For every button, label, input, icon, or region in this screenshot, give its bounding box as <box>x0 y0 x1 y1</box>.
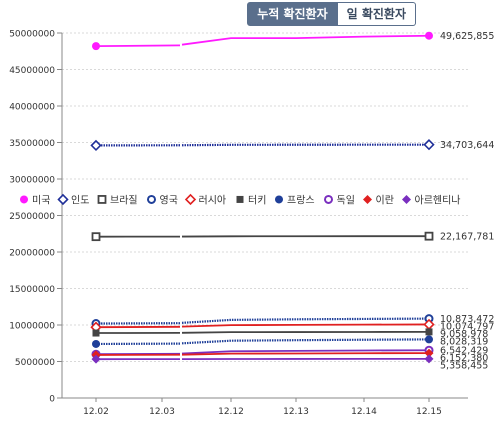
legend-item-9: 아르헨티나 <box>402 194 461 206</box>
data-label: 6,152,380 <box>440 353 488 364</box>
legend-label: 터키 <box>248 194 266 206</box>
legend-label: 이란 <box>376 194 394 206</box>
tab-daily-cases[interactable]: 일 확진환자 <box>337 2 416 26</box>
y-tick-label: 10000000 <box>9 322 55 332</box>
legend-item-6: 프랑스 <box>275 194 315 206</box>
data-point-start <box>92 329 100 337</box>
x-tick-label: 12.15 <box>416 407 442 417</box>
data-label: 10,074,797 <box>440 322 494 333</box>
y-tick-label: 50000000 <box>9 30 55 40</box>
legend-label: 인도 <box>71 194 89 206</box>
data-point-end <box>425 31 433 40</box>
series-line-segment <box>95 44 181 48</box>
legend-marker <box>184 193 197 206</box>
legend-item-7: 독일 <box>324 194 355 206</box>
series-line-segment <box>181 349 430 355</box>
series-2: 22,167,781 <box>91 231 494 243</box>
y-tick-label: 20000000 <box>9 249 55 259</box>
data-label: 9,058,978 <box>440 329 488 340</box>
legend-item-8: 이란 <box>363 194 394 206</box>
data-label: 22,167,781 <box>440 232 494 243</box>
series-line-segment <box>181 143 430 147</box>
legend-marker <box>97 195 107 204</box>
legend-label: 러시아 <box>199 194 227 206</box>
series-line-segment <box>181 352 430 356</box>
series-1: 34,703,644 <box>90 139 494 152</box>
grid-lines <box>62 32 468 399</box>
data-label: 10,873,472 <box>440 314 494 325</box>
data-point-end <box>424 354 434 364</box>
legend-item-2: 브라질 <box>97 194 138 206</box>
y-tick-label: 25000000 <box>9 212 55 222</box>
series-lines: 49,625,855 34,703,644 22,167,781 10,873,472… <box>90 31 494 372</box>
legend-label: 영국 <box>160 194 178 206</box>
x-axis: 12.02 12.03 12.12 12.13 12.14 12.15 <box>62 397 468 417</box>
legend-label: 프랑스 <box>287 194 315 206</box>
series-4: 10,074,797 <box>90 318 494 333</box>
data-point-start <box>91 232 101 242</box>
y-tick-label: 15000000 <box>9 285 55 295</box>
legend-item-3: 영국 <box>147 194 178 206</box>
data-point-start <box>92 42 100 51</box>
data-point-start <box>90 139 102 152</box>
y-tick-label: 40000000 <box>9 103 55 113</box>
x-tick-label: 12.03 <box>149 407 175 417</box>
legend-label: 미국 <box>32 194 50 206</box>
legend-marker <box>20 195 28 204</box>
x-tick-label: 12.12 <box>218 407 244 417</box>
y-axis: 0 5000000 10000000 15000000 20000000 25000000… <box>9 30 63 405</box>
legend-marker <box>275 195 283 204</box>
series-line-segment <box>181 330 430 334</box>
y-tick-label: 0 <box>49 395 55 405</box>
legend-marker <box>363 194 372 204</box>
series-line-segment <box>181 323 430 328</box>
series-6: 8,028,319 <box>92 335 488 348</box>
data-point-start <box>92 339 100 348</box>
data-point-end <box>423 139 435 151</box>
x-tick-label: 12.02 <box>83 407 109 417</box>
legend-label: 독일 <box>337 194 355 206</box>
data-point-start <box>91 354 101 364</box>
y-tick-label: 45000000 <box>9 66 55 76</box>
y-tick-label: 35000000 <box>9 139 55 149</box>
series-9: 5,358,455 <box>91 354 488 372</box>
legend-item-4: 러시아 <box>184 193 227 206</box>
data-label: 8,028,319 <box>440 337 488 348</box>
data-point-end <box>424 348 434 358</box>
data-label: 34,703,644 <box>440 140 494 151</box>
legend-marker <box>402 194 411 204</box>
legend-item-1: 인도 <box>57 193 89 206</box>
data-point-end <box>424 231 434 241</box>
x-tick-label: 12.14 <box>351 407 377 417</box>
data-label: 6,542,429 <box>440 346 488 357</box>
data-point-end <box>425 335 433 344</box>
legend: 미국 인도 브라질 영국 러시아 터키 프랑스 독일 이란 아르헨티나 <box>20 193 461 206</box>
data-label: 5,358,455 <box>440 361 488 372</box>
data-point-end <box>425 328 433 336</box>
tab-bar: 누적 확진환자 일 확진환자 <box>247 2 416 26</box>
y-tick-label: 5000000 <box>15 358 55 368</box>
legend-item-0: 미국 <box>20 194 50 206</box>
legend-marker <box>236 195 244 203</box>
x-tick-label: 12.13 <box>283 407 309 417</box>
legend-marker <box>324 194 333 204</box>
legend-item-5: 터키 <box>236 194 266 206</box>
series-line-segment <box>181 317 430 324</box>
legend-label: 아르헨티나 <box>415 194 461 206</box>
series-line-segment <box>181 338 430 345</box>
series-line-segment <box>181 34 430 46</box>
legend-marker <box>147 194 156 204</box>
series-0: 49,625,855 <box>92 31 494 51</box>
legend-label: 브라질 <box>110 194 138 206</box>
data-label: 49,625,855 <box>440 31 494 42</box>
series-5: 9,058,978 <box>92 328 488 340</box>
legend-marker <box>57 193 69 206</box>
tab-cumulative-cases[interactable]: 누적 확진환자 <box>247 2 338 26</box>
y-tick-label: 30000000 <box>9 176 55 186</box>
